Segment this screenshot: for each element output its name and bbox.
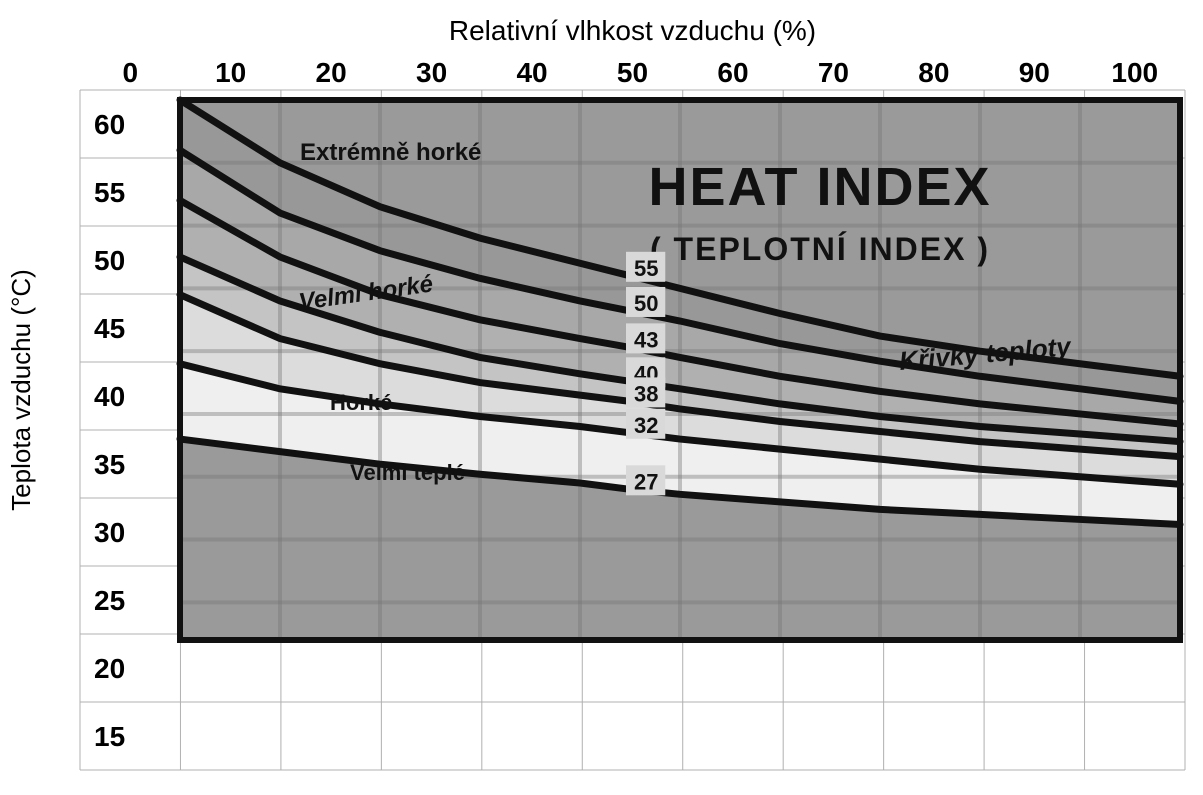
x-tick-label: 30 (416, 57, 447, 88)
x-tick-label: 20 (316, 57, 347, 88)
y-tick-label: 55 (94, 177, 125, 208)
curve-label: 43 (634, 327, 658, 352)
x-tick-label: 70 (818, 57, 849, 88)
y-tick-label: 30 (94, 517, 125, 548)
y-tick-label: 50 (94, 245, 125, 276)
chart-svg: Relativní vlhkost vzduchu (%) 0 10 20 30 40 50… (0, 0, 1203, 795)
zone-label: Velmi teplé (350, 460, 465, 485)
y-tick-label: 20 (94, 653, 125, 684)
zone-label: Horké (330, 390, 392, 415)
curve-label: 27 (634, 469, 658, 494)
x-tick-label: 60 (717, 57, 748, 88)
x-tick-label: 50 (617, 57, 648, 88)
y-tick-label: 15 (94, 721, 125, 752)
heat-index-chart: Relativní vlhkost vzduchu (%) 0 10 20 30 40 50… (0, 0, 1203, 795)
x-tick-label: 10 (215, 57, 246, 88)
x-tick-label: 80 (918, 57, 949, 88)
curve-label: 32 (634, 413, 658, 438)
curve-label: 55 (634, 256, 658, 281)
x-tick-label: 40 (516, 57, 547, 88)
x-tick-label: 90 (1019, 57, 1050, 88)
y-tick-label: 60 (94, 109, 125, 140)
curve-label: 50 (634, 291, 658, 316)
chart-title: HEAT INDEX (648, 157, 991, 217)
x-tick-label: 100 (1111, 57, 1158, 88)
chart-subtitle: ( TEPLOTNÍ INDEX ) (650, 231, 990, 267)
zone-label: Extrémně horké (300, 139, 481, 166)
y-tick-label: 40 (94, 381, 125, 412)
y-axis-title: Teplota vzduchu (°C) (6, 269, 36, 511)
x-tick-label: 0 (122, 57, 138, 88)
x-axis-title: Relativní vlhkost vzduchu (%) (449, 15, 816, 46)
y-tick-label: 45 (94, 313, 125, 344)
y-tick-label: 35 (94, 449, 125, 480)
y-tick-label: 25 (94, 585, 125, 616)
curve-label: 38 (634, 381, 658, 406)
